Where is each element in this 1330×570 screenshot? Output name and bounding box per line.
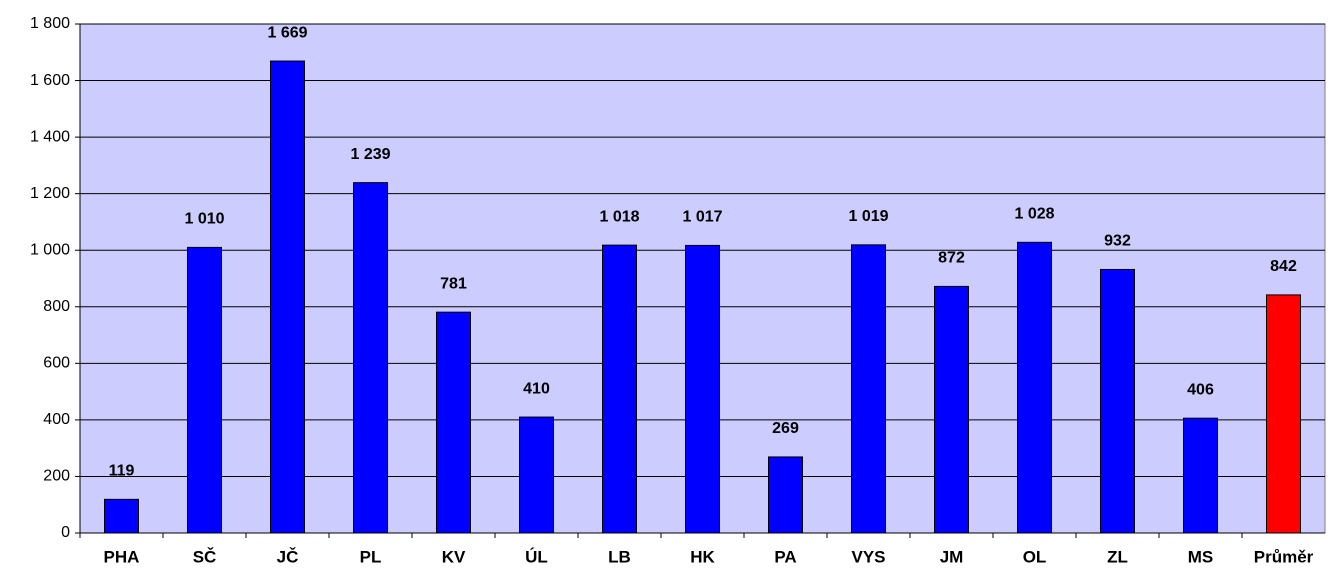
- x-tick-label: ÚL: [525, 547, 548, 566]
- y-tick-label: 1 000: [30, 241, 70, 258]
- bar: [1017, 241, 1052, 534]
- x-tick-label: Průměr: [1254, 547, 1314, 566]
- bar: [353, 182, 388, 534]
- bar: [1100, 268, 1135, 534]
- bar: [270, 60, 305, 534]
- bar: [768, 456, 803, 534]
- value-label: 1 018: [599, 208, 639, 225]
- value-label: 1 019: [848, 208, 888, 225]
- value-label: 1 010: [184, 211, 224, 228]
- x-tick-label: PL: [360, 547, 382, 566]
- value-label: 842: [1270, 258, 1297, 275]
- bar: [934, 285, 969, 534]
- y-tick-label: 200: [43, 468, 70, 485]
- bar: [519, 416, 554, 534]
- value-label: 410: [523, 380, 550, 397]
- bar: [187, 246, 222, 534]
- y-tick-label: 0: [61, 524, 70, 541]
- x-tick-label: HK: [690, 547, 715, 566]
- y-tick-label: 400: [43, 411, 70, 428]
- x-tick-label: KV: [442, 547, 466, 566]
- value-label: 932: [1104, 233, 1131, 250]
- bar: [685, 244, 720, 534]
- x-tick-label: OL: [1023, 547, 1047, 566]
- bar: [436, 311, 471, 534]
- value-label: 1 028: [1014, 206, 1054, 223]
- value-label: 872: [938, 250, 965, 267]
- bar: [851, 244, 886, 534]
- value-label: 1 017: [682, 209, 722, 226]
- x-tick-label: SČ: [193, 547, 217, 566]
- value-label: 1 669: [267, 24, 307, 41]
- x-tick-label: VYS: [851, 547, 885, 566]
- y-tick-label: 1 800: [30, 15, 70, 32]
- value-label: 1 239: [350, 146, 390, 163]
- y-tick-label: 1 400: [30, 128, 70, 145]
- x-tick-label: JČ: [277, 547, 299, 566]
- value-label: 269: [772, 420, 799, 437]
- value-label: 119: [109, 463, 135, 480]
- value-label: 781: [440, 275, 467, 292]
- y-tick-label: 800: [43, 298, 70, 315]
- bar: [104, 498, 139, 534]
- y-tick-label: 1 200: [30, 185, 70, 202]
- y-tick-label: 1 600: [30, 72, 70, 89]
- bar: [1266, 294, 1301, 534]
- y-tick-label: 600: [43, 355, 70, 372]
- x-tick-label: PHA: [104, 547, 140, 566]
- x-tick-label: JM: [940, 547, 964, 566]
- bar: [1183, 417, 1218, 534]
- x-tick-label: ZL: [1107, 547, 1128, 566]
- x-tick-label: LB: [608, 547, 631, 566]
- x-tick-label: PA: [774, 547, 796, 566]
- value-label: 406: [1187, 381, 1214, 398]
- x-tick-label: MS: [1188, 547, 1214, 566]
- bar: [602, 244, 637, 534]
